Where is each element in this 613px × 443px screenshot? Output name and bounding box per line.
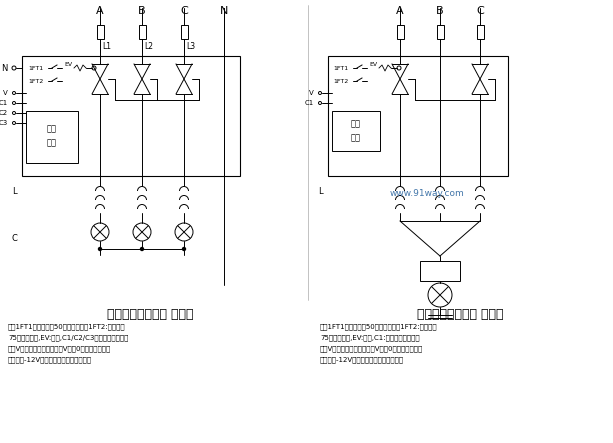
Text: V: V	[309, 90, 314, 96]
Text: C: C	[180, 6, 188, 16]
Text: 制端输入-12V直流电压可控硅开关导通。: 制端输入-12V直流电压可控硅开关导通。	[320, 356, 404, 363]
Text: C: C	[11, 233, 17, 242]
Text: 分补型可控硅开关 接线图: 分补型可控硅开关 接线图	[107, 308, 193, 321]
Circle shape	[99, 248, 102, 250]
Circle shape	[91, 223, 109, 241]
Text: EV: EV	[369, 62, 377, 66]
Text: 电路: 电路	[351, 133, 361, 143]
Text: N: N	[2, 63, 8, 73]
Bar	[436, 25, 443, 39]
Text: 注：1FT1：温度开关50度以下常开，1FT2:温度开关: 注：1FT1：温度开关50度以下常开，1FT2:温度开关	[8, 323, 126, 330]
Circle shape	[319, 92, 321, 94]
Text: C1: C1	[0, 100, 8, 106]
Circle shape	[175, 223, 193, 241]
Text: C: C	[476, 6, 484, 16]
Text: V: V	[3, 90, 8, 96]
Text: C3: C3	[0, 120, 8, 126]
Text: B: B	[138, 6, 146, 16]
Bar	[180, 25, 188, 39]
Bar	[476, 25, 484, 39]
Circle shape	[12, 112, 15, 114]
Text: 制端输入-12V直流电压可控硅开关导通。: 制端输入-12V直流电压可控硅开关导通。	[8, 356, 92, 363]
Bar	[139, 25, 145, 39]
Text: 75度以下常闭,EV:风机,C1/C2/C3来自控制器控制信: 75度以下常闭,EV:风机,C1/C2/C3来自控制器控制信	[8, 334, 128, 341]
Text: 1FT2: 1FT2	[28, 78, 44, 83]
Text: 1FT1: 1FT1	[333, 66, 348, 70]
Circle shape	[12, 92, 15, 94]
Bar	[328, 56, 508, 176]
Text: www.91way.com: www.91way.com	[390, 189, 465, 198]
Circle shape	[12, 66, 16, 70]
Bar	[420, 261, 460, 281]
Text: C1: C1	[305, 100, 314, 106]
Text: 控制: 控制	[351, 120, 361, 128]
Circle shape	[140, 248, 143, 250]
Circle shape	[397, 66, 401, 70]
Text: EV: EV	[64, 62, 72, 66]
Text: L2: L2	[144, 42, 153, 51]
Text: L3: L3	[186, 42, 195, 51]
Text: N: N	[220, 6, 228, 16]
Text: L: L	[12, 187, 17, 195]
Circle shape	[133, 223, 151, 241]
Circle shape	[92, 66, 96, 70]
Text: L: L	[318, 187, 323, 195]
Text: A: A	[96, 6, 104, 16]
Circle shape	[319, 101, 321, 105]
Text: 1FT1: 1FT1	[28, 66, 43, 70]
Text: L1: L1	[102, 42, 111, 51]
Text: 1FT2: 1FT2	[333, 78, 348, 83]
Text: 号，V：控制信号公供端，以V端为0电压参考，给控: 号，V：控制信号公供端，以V端为0电压参考，给控	[8, 345, 111, 352]
Bar	[22, 56, 240, 176]
Text: 号，V：控制信号公供端，以V端为0电压参考，给控: 号，V：控制信号公供端，以V端为0电压参考，给控	[320, 345, 423, 352]
Text: 共补型可控硅开关 接线图: 共补型可控硅开关 接线图	[417, 308, 503, 321]
Text: A: A	[396, 6, 404, 16]
Circle shape	[428, 283, 452, 307]
Bar	[96, 25, 104, 39]
Circle shape	[12, 101, 15, 105]
Text: 注：1FT1：温度开关50度以下常开，1FT2:温度开关: 注：1FT1：温度开关50度以下常开，1FT2:温度开关	[320, 323, 438, 330]
Bar	[26, 111, 78, 163]
Text: 75度以下常闭,EV:风机,C1:来自控制器控制信: 75度以下常闭,EV:风机,C1:来自控制器控制信	[320, 334, 420, 341]
Bar	[397, 25, 403, 39]
Text: 电路: 电路	[47, 139, 57, 148]
Text: B: B	[436, 6, 444, 16]
Circle shape	[12, 121, 15, 124]
Bar	[332, 111, 380, 151]
Text: 控制: 控制	[47, 124, 57, 133]
Text: C2: C2	[0, 110, 8, 116]
Circle shape	[183, 248, 186, 250]
